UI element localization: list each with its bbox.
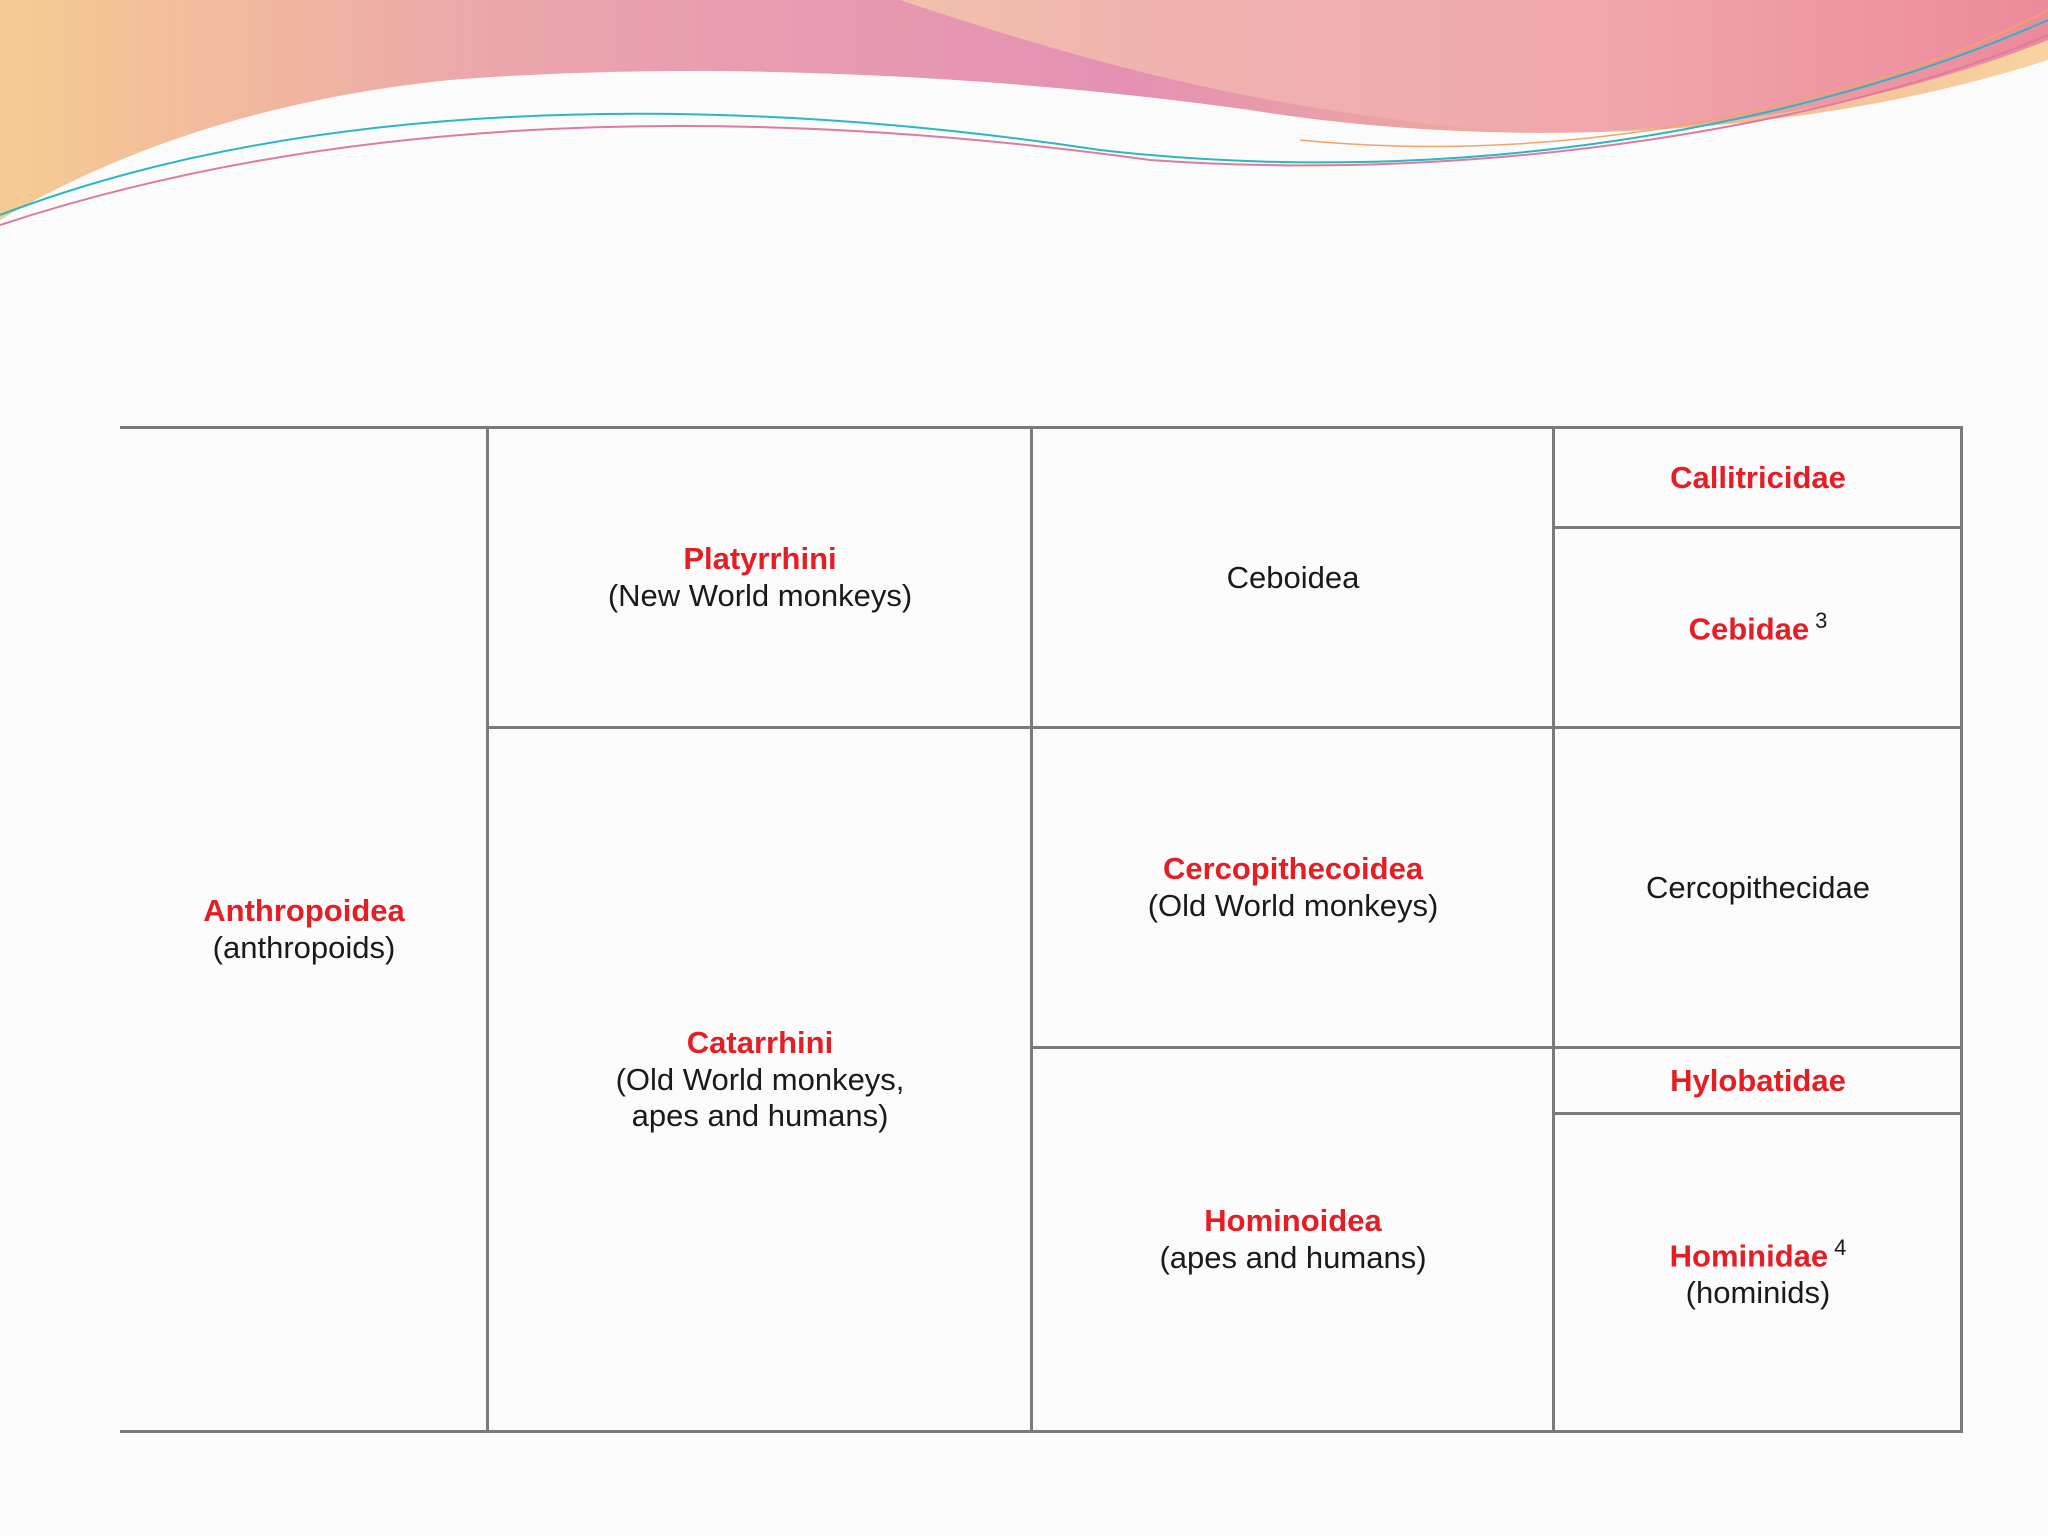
table-right-border [1960,426,1963,1433]
common-name: (hominids) [1685,1274,1831,1310]
cell-anthropoidea: Anthropoidea (anthropoids) [120,428,488,1432]
column-divider [1030,426,1033,1433]
taxon-name: Hominoidea [1204,1203,1382,1239]
taxon-name-text: Cebidae [1688,611,1810,647]
footnote-marker: 3 [1815,608,1828,634]
cell-catarrhini: Catarrhini (Old World monkeys, apes and … [488,728,1032,1432]
cell-hylobatidae: Hylobatidae [1554,1048,1962,1114]
taxon-name: Catarrhini [686,1025,834,1061]
taxon-name: Hylobatidae [1670,1062,1846,1098]
cell-cercopithecoidea: Cercopithecoidea (Old World monkeys) [1032,728,1554,1048]
taxon-name: Ceboidea [1226,559,1360,595]
cell-cebidae: Cebidae 3 [1554,528,1962,728]
row-divider [1552,1112,1963,1115]
common-name: (anthropoids) [212,930,396,965]
cell-hominoidea: Hominoidea (apes and humans) [1032,1048,1554,1432]
cell-ceboidea: Ceboidea [1032,428,1554,728]
common-name: (Old World monkeys, apes and humans) [615,1061,905,1134]
table-bottom-border [120,1430,1963,1433]
common-name: (apes and humans) [1159,1240,1427,1275]
taxon-name: Cebidae 3 [1689,608,1828,648]
taxon-name: Hominidae 4 [1670,1235,1847,1275]
column-divider [1552,426,1555,1433]
common-name: (New World monkeys) [607,578,913,613]
taxon-name: Platyrrhini [683,541,837,577]
taxon-name: Cercopithecoidea [1162,851,1424,887]
taxon-name: Cercopithecidae [1645,869,1871,905]
footnote-marker: 4 [1834,1234,1847,1260]
table-top-border [120,426,1963,429]
common-name: (Old World monkeys) [1147,888,1439,923]
cell-cercopithecidae: Cercopithecidae [1554,728,1962,1048]
cell-platyrrhini: Platyrrhini (New World monkeys) [488,428,1032,728]
row-divider [1552,526,1963,529]
cell-callitricidae: Callitricidae [1554,428,1962,528]
column-divider [486,426,489,1433]
taxon-name-text: Hominidae [1669,1238,1829,1274]
row-divider [486,726,1963,729]
decorative-banner [0,0,2048,226]
taxon-name: Callitricidae [1670,459,1846,495]
row-divider [1030,1046,1963,1049]
taxon-name: Anthropoidea [203,893,405,929]
cell-hominidae: Hominidae 4 (hominids) [1554,1114,1962,1432]
